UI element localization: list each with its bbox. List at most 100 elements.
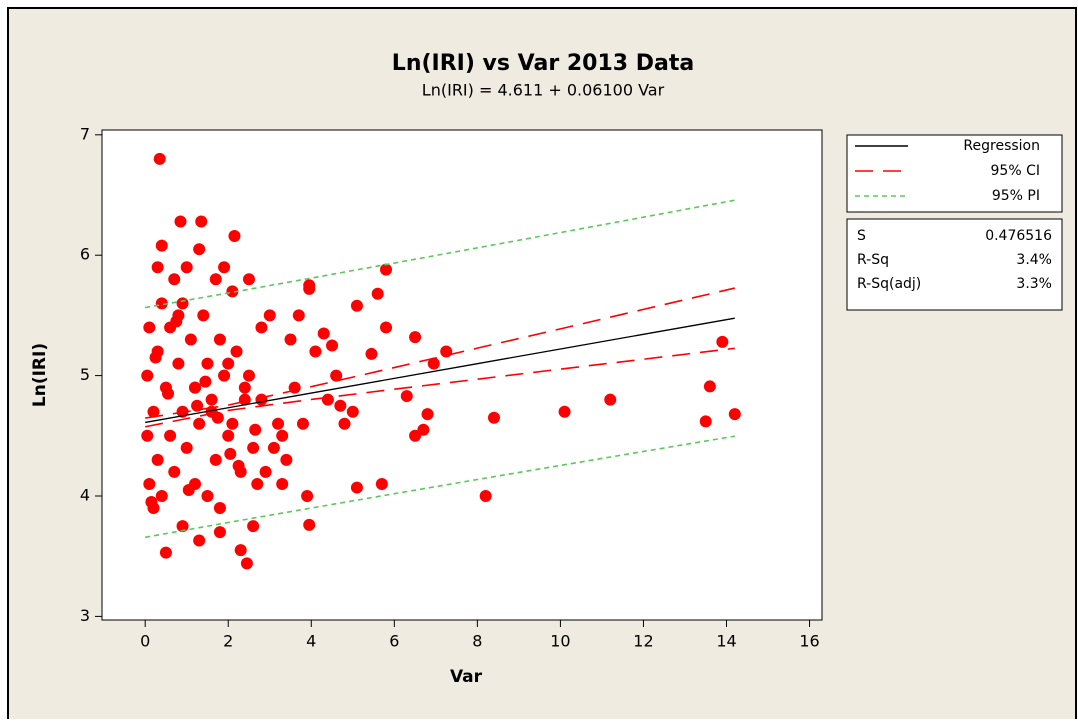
y-tick-label: 6: [80, 245, 90, 264]
point: [218, 261, 231, 274]
point: [189, 381, 202, 394]
point: [284, 333, 297, 346]
point: [155, 489, 168, 502]
y-axis-label: Ln(IRI): [30, 343, 50, 407]
point: [375, 477, 388, 490]
point: [303, 518, 316, 531]
y-tick-label: 4: [80, 485, 90, 504]
point: [487, 411, 500, 424]
point: [604, 393, 617, 406]
point: [350, 481, 363, 494]
x-tick-label: 6: [389, 632, 399, 651]
x-tick-label: 12: [633, 632, 653, 651]
point: [197, 309, 210, 322]
x-tick-label: 8: [472, 632, 482, 651]
point: [141, 369, 154, 382]
point: [280, 453, 293, 466]
point: [151, 453, 164, 466]
x-axis-label: Var: [450, 667, 483, 687]
point: [180, 441, 193, 454]
x-tick-label: 4: [306, 632, 316, 651]
y-tick-label: 5: [80, 365, 90, 384]
point: [259, 465, 272, 478]
point: [182, 483, 195, 496]
point: [247, 520, 260, 533]
point: [201, 357, 214, 370]
fit-line: [145, 287, 735, 419]
point: [242, 369, 255, 382]
point: [224, 447, 237, 460]
subtitle: Ln(IRI) = 4.611 + 0.06100 Var: [422, 81, 665, 100]
point: [255, 393, 268, 406]
point: [143, 321, 156, 334]
point: [226, 285, 239, 298]
point: [558, 405, 571, 418]
point: [234, 544, 247, 557]
point: [213, 502, 226, 515]
point: [191, 399, 204, 412]
point: [205, 393, 218, 406]
point: [247, 441, 260, 454]
x-tick-label: 10: [550, 632, 570, 651]
point: [228, 229, 241, 242]
point: [172, 357, 185, 370]
point: [193, 417, 206, 430]
point: [371, 287, 384, 300]
point: [272, 417, 285, 430]
point: [222, 357, 235, 370]
point: [184, 333, 197, 346]
point: [479, 489, 492, 502]
point: [174, 215, 187, 228]
point: [350, 299, 363, 312]
stat-value: 0.476516: [985, 228, 1052, 244]
legend: [846, 134, 1063, 213]
point: [409, 331, 422, 344]
point: [230, 345, 243, 358]
point: [155, 239, 168, 252]
point: [440, 345, 453, 358]
point: [143, 477, 156, 490]
legend-label: Regression: [963, 138, 1040, 154]
x-tick-label: 16: [799, 632, 819, 651]
point: [317, 327, 330, 340]
stat-value: 3.4%: [1016, 252, 1052, 268]
point: [338, 417, 351, 430]
point: [151, 261, 164, 274]
point: [168, 273, 181, 286]
legend-label: 95% CI: [991, 163, 1040, 179]
point: [159, 546, 172, 559]
point: [176, 297, 189, 310]
point: [716, 335, 729, 348]
point: [267, 441, 280, 454]
stat-label: S: [857, 228, 866, 244]
point: [155, 297, 168, 310]
point: [309, 345, 322, 358]
point: [162, 387, 175, 400]
point: [251, 477, 264, 490]
point: [301, 489, 314, 502]
point: [218, 369, 231, 382]
point: [303, 282, 316, 295]
point: [276, 429, 289, 442]
point: [168, 465, 181, 478]
point: [330, 369, 343, 382]
x-tick-label: 2: [223, 632, 233, 651]
fit-line: [145, 347, 735, 428]
point: [180, 261, 193, 274]
point: [209, 273, 222, 286]
point: [147, 405, 160, 418]
point: [334, 399, 347, 412]
point: [193, 243, 206, 256]
point: [365, 347, 378, 360]
stats-box: [846, 218, 1063, 311]
point: [427, 357, 440, 370]
point: [346, 405, 359, 418]
point: [145, 496, 158, 509]
point: [421, 408, 434, 421]
point: [400, 390, 413, 403]
x-tick-label: 0: [140, 632, 150, 651]
point: [199, 375, 212, 388]
point: [263, 309, 276, 322]
point: [417, 423, 430, 436]
point: [242, 273, 255, 286]
